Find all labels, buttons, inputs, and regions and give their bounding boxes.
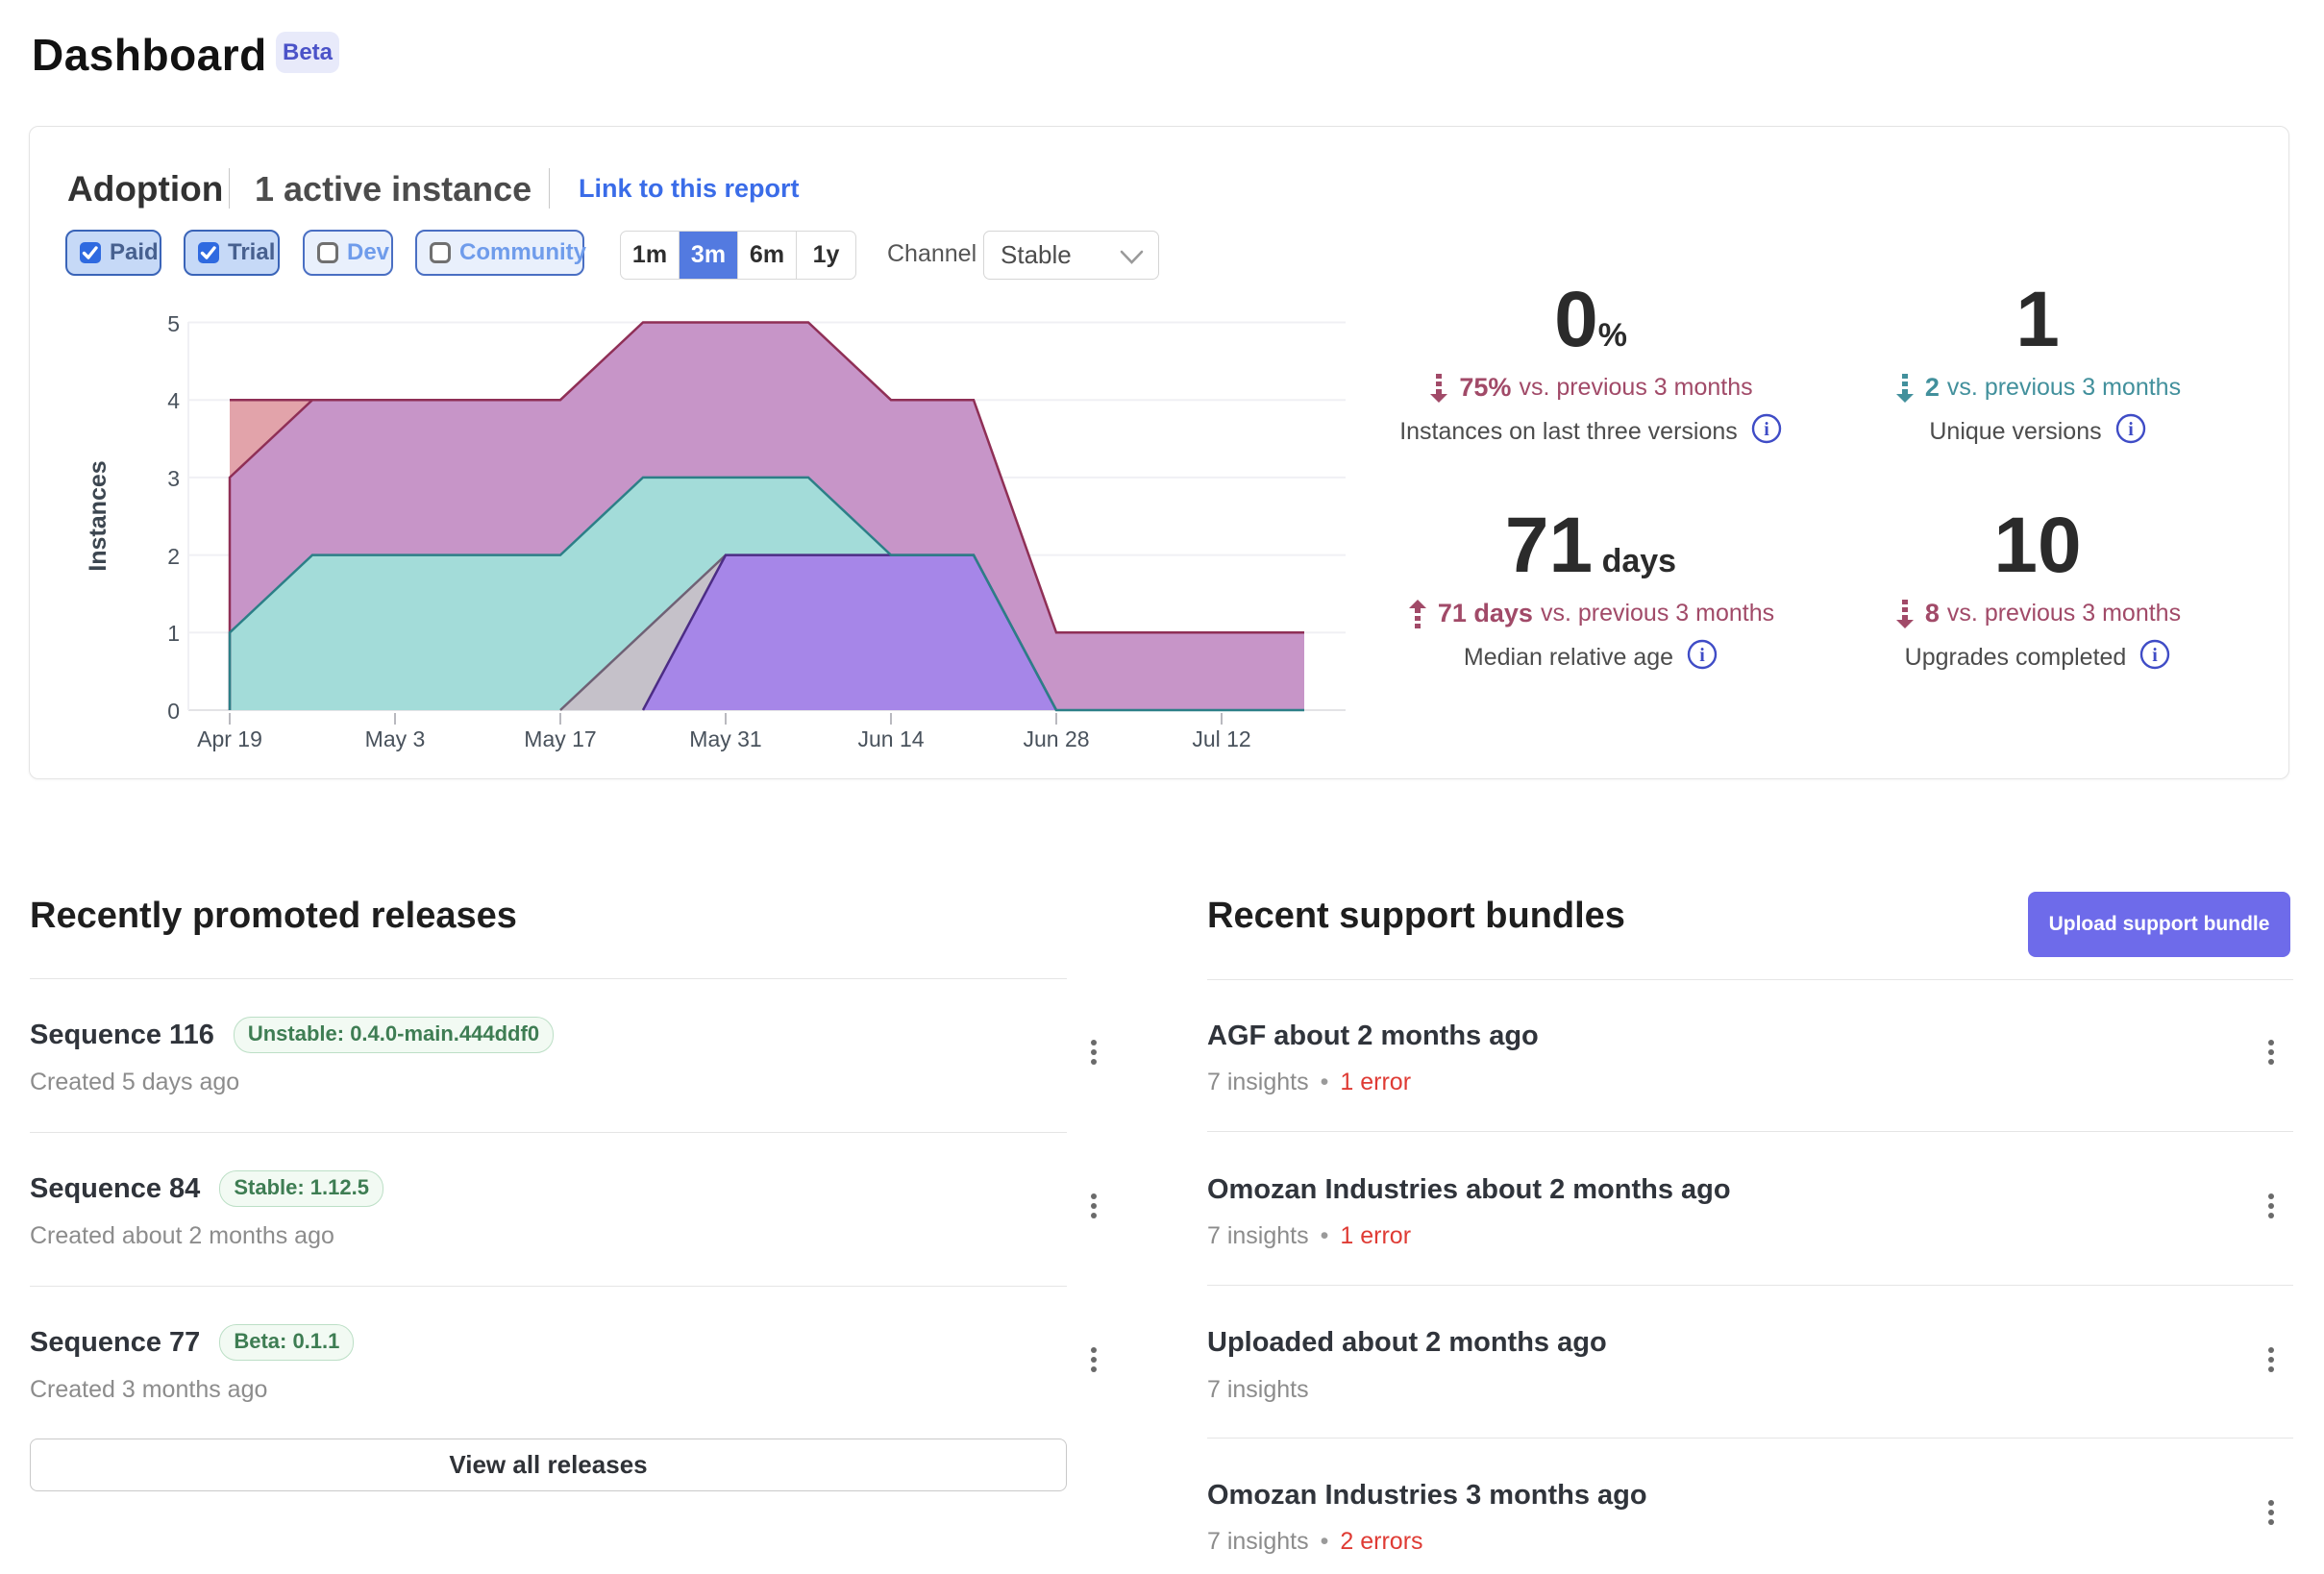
svg-text:i: i	[1699, 645, 1705, 666]
svg-text:i: i	[2153, 645, 2159, 666]
svg-text:May 17: May 17	[524, 726, 596, 751]
svg-text:Jun 28: Jun 28	[1023, 726, 1089, 751]
svg-text:5: 5	[167, 311, 180, 336]
svg-text:Apr 19: Apr 19	[197, 726, 262, 751]
svg-text:i: i	[1764, 419, 1769, 440]
svg-text:4: 4	[167, 388, 180, 413]
svg-text:i: i	[2128, 419, 2134, 440]
svg-text:May 3: May 3	[365, 726, 426, 751]
svg-text:May 31: May 31	[689, 726, 761, 751]
svg-text:1: 1	[167, 621, 180, 646]
svg-text:Instances: Instances	[85, 460, 111, 571]
svg-text:Jul 12: Jul 12	[1192, 726, 1250, 751]
svg-text:3: 3	[167, 466, 180, 491]
svg-text:Jun 14: Jun 14	[857, 726, 924, 751]
svg-text:0: 0	[167, 699, 180, 724]
svg-text:2: 2	[167, 544, 180, 569]
